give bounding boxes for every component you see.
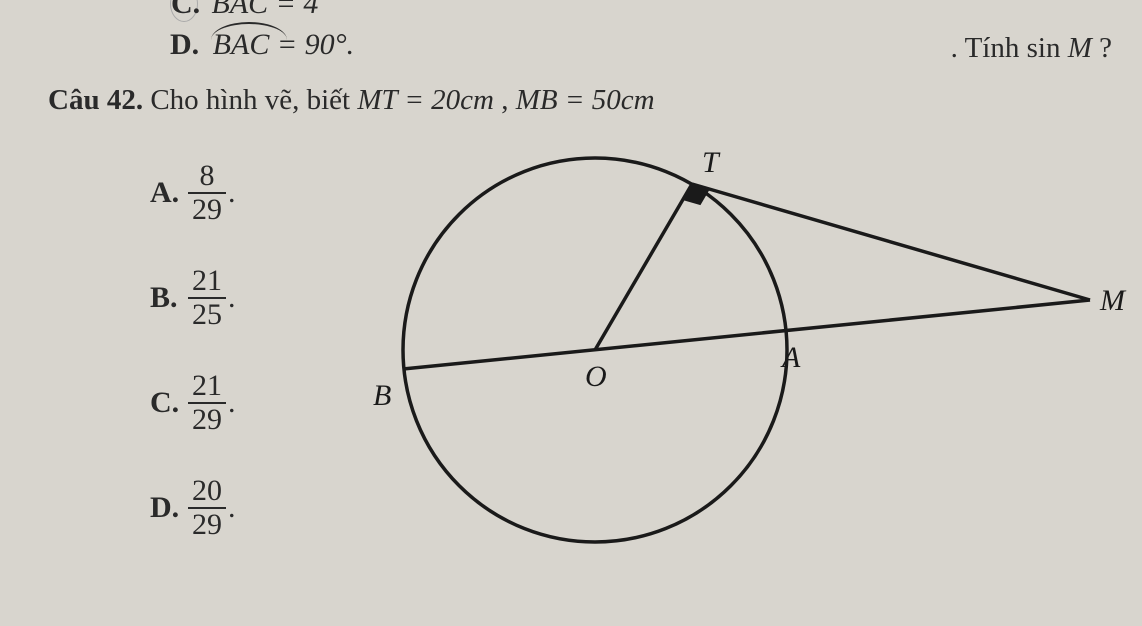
question-tail-q: ? [1099,32,1112,64]
choice-d-num: 20 [188,475,226,509]
choice-b-frac: 21 25 [188,265,226,330]
choice-c-period: . [228,386,236,420]
choice-c-num: 21 [188,370,226,404]
choice-a-den: 29 [188,194,226,226]
choice-a-letter: A. [150,176,178,210]
prev-option-c: C. BAC = 4 [170,0,318,22]
question-number: Câu 42. [48,84,143,116]
question-tail: . Tính sin M ? [951,32,1112,65]
label-o: O [585,360,607,393]
choice-a: A. 8 29 . [150,160,236,225]
question-mb: MB = 50cm [516,84,655,116]
choice-c-frac: 21 29 [188,370,226,435]
choices-block: A. 8 29 . B. 21 25 . C. 21 29 . D. 20 29… [150,160,236,580]
option-d-eq: = 90°. [277,28,354,61]
choice-d: D. 20 29 . [150,475,236,540]
question-sep: , [501,84,516,116]
choice-d-period: . [228,491,236,525]
choice-c-den: 29 [188,404,226,436]
question-tail-lead: . Tính sin [951,32,1068,64]
option-d-angle: BAC [213,28,270,61]
option-d-letter: D. [170,28,199,61]
choice-a-num: 8 [188,160,226,194]
option-c-letter: C. [170,0,198,22]
choice-c-letter: C. [150,386,178,420]
choice-b: B. 21 25 . [150,265,236,330]
choice-d-frac: 20 29 [188,475,226,540]
choice-c: C. 21 29 . [150,370,236,435]
line-bm [403,300,1090,369]
prev-option-d: D. BAC = 90°. [170,28,354,62]
label-a: A [780,341,801,374]
choice-a-period: . [228,176,236,210]
question-mt: MT = 20cm [357,84,494,116]
geometry-diagram: T M A O B [330,130,1130,610]
option-c-text: BAC = 4 [212,0,319,20]
question-lead: Cho hình vẽ, biết [150,84,357,116]
question-tail-var: M [1068,32,1092,64]
line-ot [595,184,692,350]
choice-b-num: 21 [188,265,226,299]
label-b: B [373,379,391,412]
question-line: Câu 42. Cho hình vẽ, biết MT = 20cm , MB… [48,84,655,117]
label-t: T [702,146,721,179]
label-m: M [1099,284,1127,317]
choice-b-den: 25 [188,299,226,331]
choice-b-period: . [228,281,236,315]
choice-d-den: 29 [188,509,226,541]
choice-b-letter: B. [150,281,178,315]
choice-d-letter: D. [150,491,178,525]
choice-a-frac: 8 29 [188,160,226,225]
